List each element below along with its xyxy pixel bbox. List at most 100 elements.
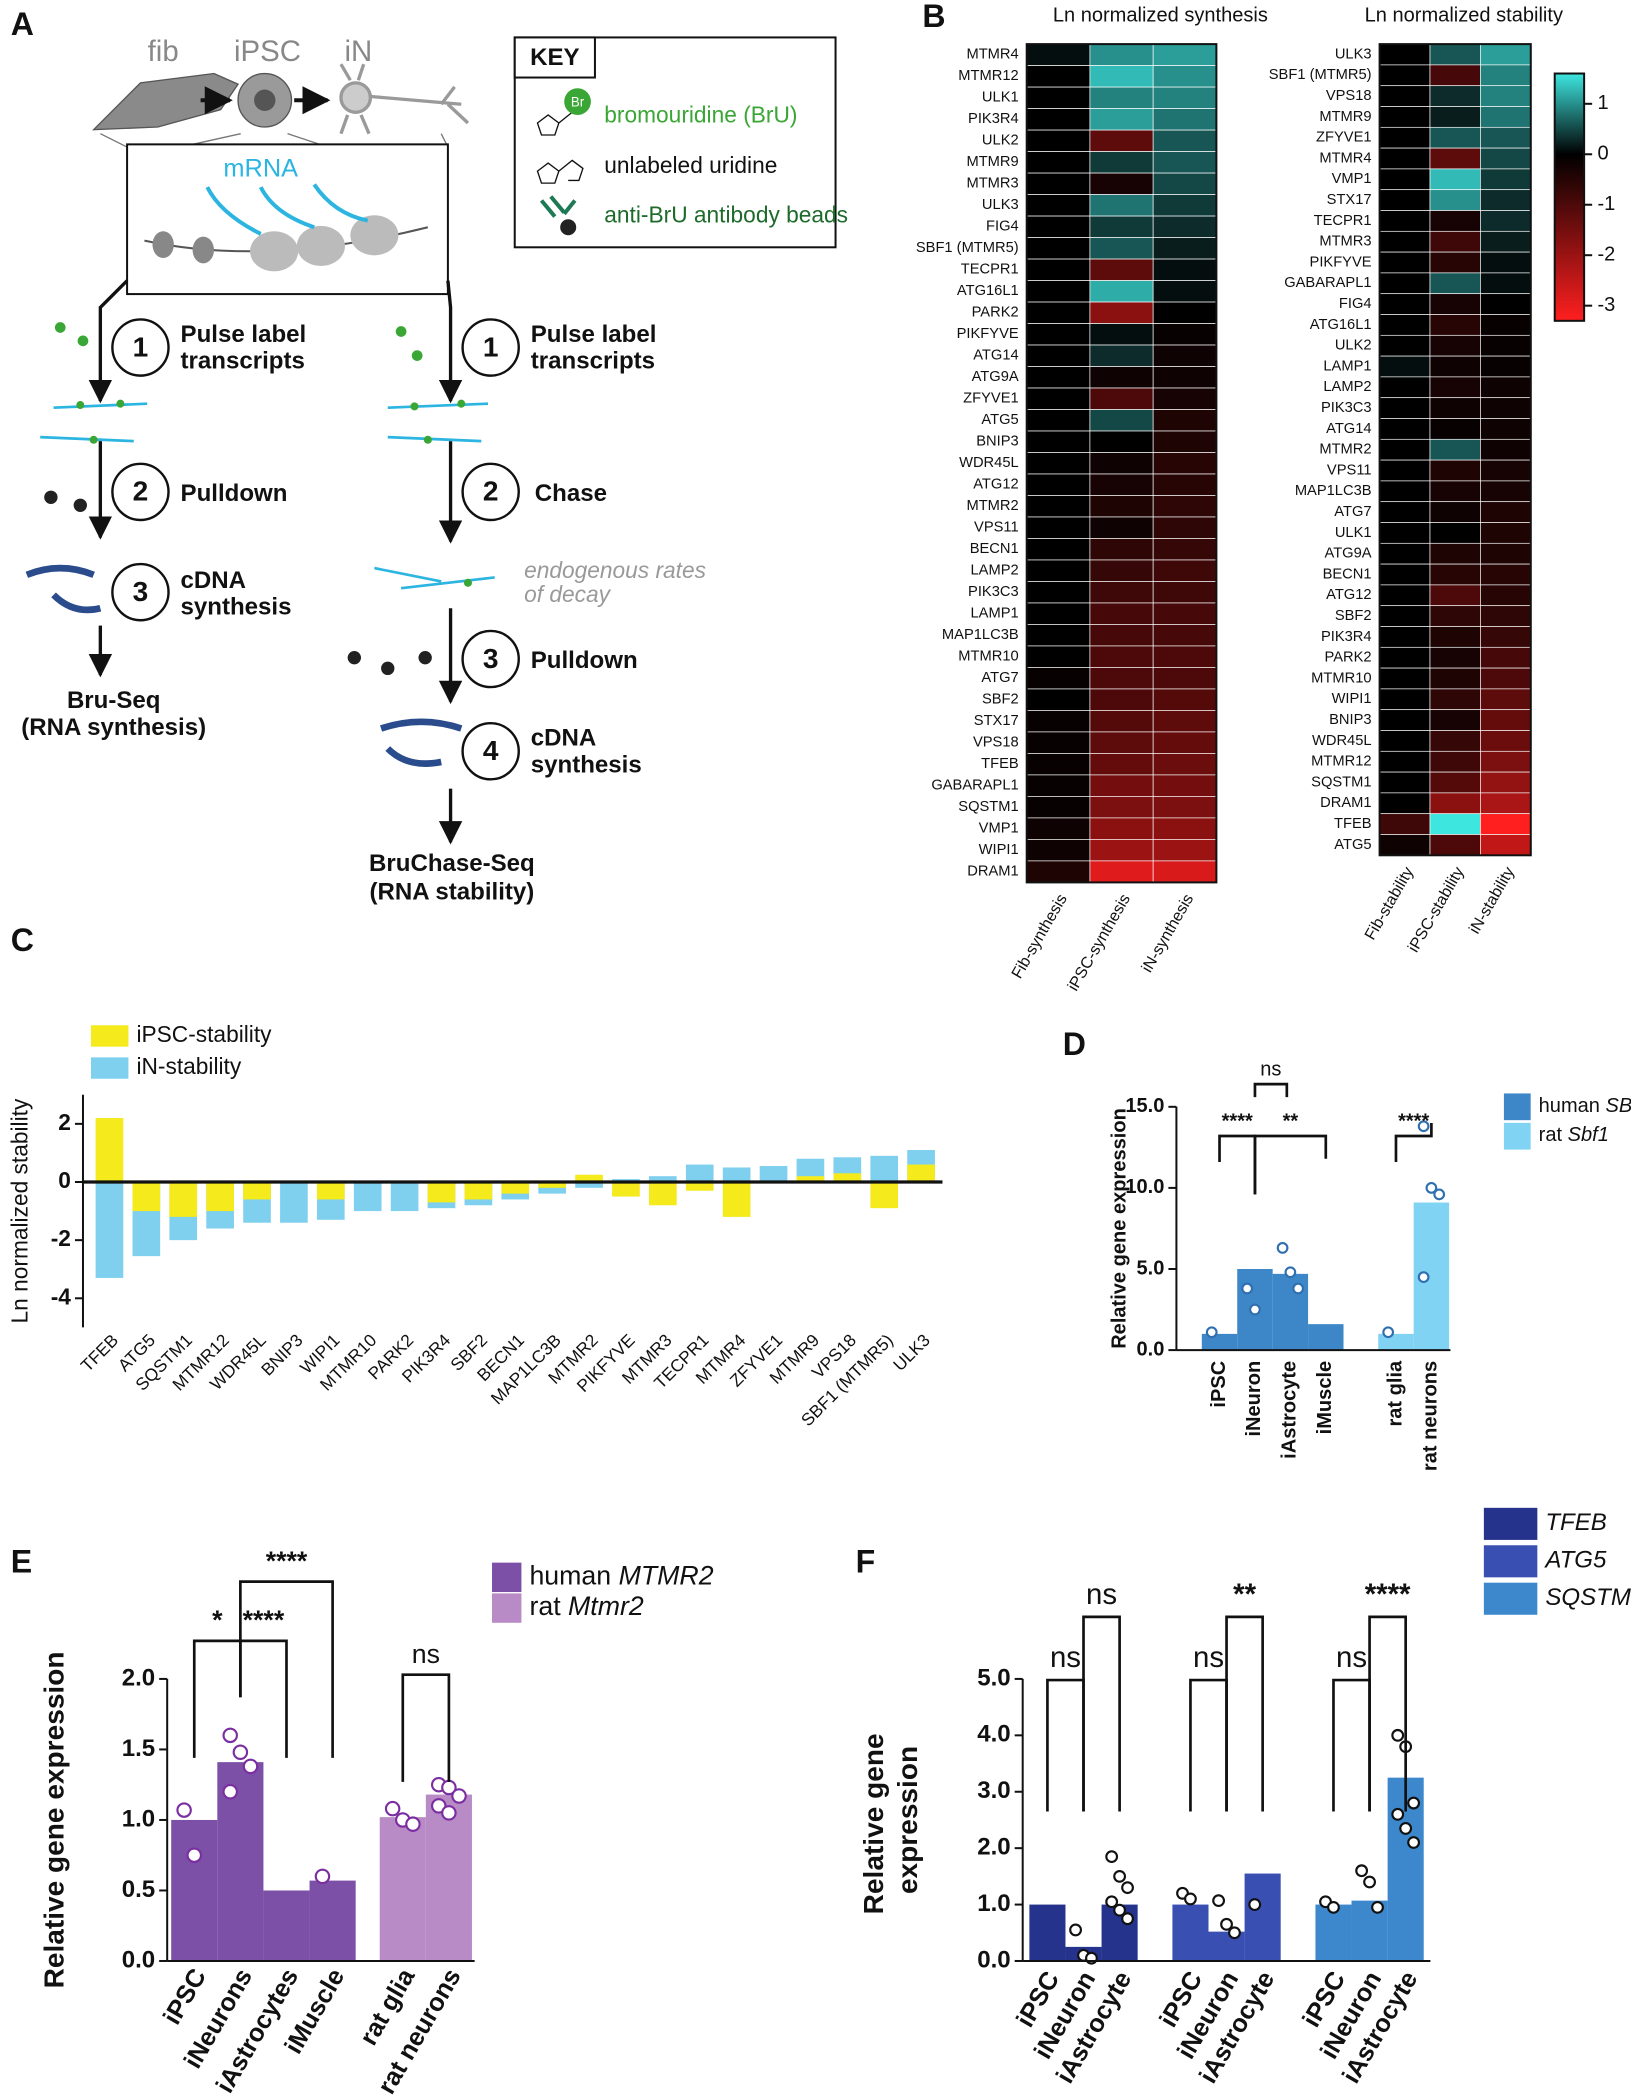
bar [1244, 1873, 1281, 1961]
uridine-icon [536, 159, 584, 184]
heatmap-cell [1026, 645, 1091, 668]
heatmap-cell [1379, 584, 1431, 607]
row-label: ULK2 [1335, 338, 1372, 354]
row-label: PIK3C3 [968, 584, 1019, 600]
legend-label: rat Mtmr2 [529, 1591, 643, 1621]
heatmap-cell [1026, 151, 1091, 174]
y-tick-label: 0.5 [122, 1876, 155, 1903]
heatmap-cell [1026, 581, 1091, 604]
heatmap-cell [1152, 65, 1217, 88]
heatmap-cell [1026, 559, 1091, 582]
heatmap-cell [1152, 559, 1217, 582]
heatmap-cell [1152, 86, 1217, 109]
legend-swatch [1503, 1122, 1531, 1150]
row-label: MTMR3 [1319, 234, 1371, 250]
row-label: ATG9A [1325, 546, 1372, 562]
heatmap-cell [1379, 730, 1431, 752]
heatmap-cell [1089, 860, 1154, 883]
bar [722, 1182, 751, 1217]
ribosomes [152, 215, 399, 272]
row-label: LAMP2 [971, 563, 1019, 579]
data-point [1249, 1303, 1261, 1316]
data-point [1433, 1188, 1446, 1201]
y-tick-label: 5.0 [977, 1664, 1010, 1691]
row-label: MTMR2 [1319, 442, 1371, 458]
heatmap-frame [1025, 43, 1218, 884]
heatmap-cell [1026, 258, 1091, 281]
significance-bracket [240, 1639, 288, 1758]
significance-label: * [212, 1605, 223, 1635]
heatmap-cell [1429, 605, 1481, 627]
heatmap-cell [1379, 147, 1431, 170]
heatmap-cell [1089, 839, 1154, 862]
heatmap-cell [1152, 839, 1217, 862]
data-point [1363, 1875, 1376, 1889]
heatmap-cell [1026, 753, 1091, 776]
significance-bracket [401, 1673, 451, 1782]
neuron [339, 63, 470, 135]
bar [1378, 1333, 1414, 1351]
row-label: SBF2 [1335, 608, 1372, 624]
x-tick-label: iPSC [1208, 1361, 1230, 1408]
data-point [1425, 1182, 1438, 1194]
bar [95, 1182, 124, 1278]
row-label: ULK1 [982, 90, 1019, 106]
heatmap-cell [1152, 452, 1217, 475]
data-point [1069, 1923, 1082, 1937]
result-text: Bru-Seq [67, 687, 161, 714]
bar [309, 1880, 356, 1961]
heatmap-cell [1379, 605, 1431, 627]
bar [1201, 1333, 1238, 1351]
bar [759, 1166, 788, 1183]
step-text: synthesis [531, 751, 642, 778]
bar [870, 1182, 899, 1209]
heatmap-cell [1429, 626, 1481, 648]
row-label: ATG14 [973, 348, 1018, 364]
heatmap-cell [1429, 459, 1481, 482]
data-point [1382, 1326, 1395, 1339]
row-label: MTMR4 [1319, 150, 1371, 166]
heatmap-cell [1089, 409, 1154, 432]
heatmap-cell [1089, 602, 1154, 625]
bar [206, 1182, 234, 1212]
heatmap-cell [1152, 602, 1217, 625]
heatmap-cell [1480, 563, 1532, 586]
heatmap-cell [1480, 605, 1532, 627]
heatmap-cell [1480, 438, 1532, 461]
row-label: VMP1 [979, 821, 1019, 837]
heatmap-title: Ln normalized synthesis [1053, 4, 1268, 26]
row-label: SBF2 [982, 692, 1019, 708]
y-tick-label: 2.0 [122, 1664, 155, 1691]
heatmap-cell [1480, 750, 1532, 773]
row-label: VPS18 [1326, 88, 1372, 104]
heatmap-cell [1480, 834, 1532, 856]
bar [263, 1890, 310, 1961]
row-label: PARK2 [972, 305, 1019, 321]
heatmap-title: Ln normalized stability [1365, 4, 1563, 26]
heatmap-cell [1152, 796, 1217, 819]
significance-bracket [1189, 1678, 1228, 1812]
data-point [1417, 1271, 1430, 1283]
heatmap-cell [1379, 334, 1431, 357]
significance-label: ns [1193, 1641, 1224, 1674]
heatmap-cell [1379, 397, 1431, 419]
heatmap-cell [1152, 172, 1217, 195]
heatmap-cell [1379, 355, 1431, 378]
heatmap-cell [1480, 147, 1532, 170]
heatmap-cell [1429, 251, 1481, 274]
heatmap-cell [1026, 667, 1091, 690]
y-tick-label: 0.0 [1137, 1338, 1165, 1360]
heatmap-cell [1089, 323, 1154, 346]
significance-bracket [1253, 1082, 1289, 1098]
x-tick-label: iAstrocyte [1279, 1361, 1301, 1459]
row-label: SQSTM1 [1311, 774, 1371, 790]
step-number: 1 [133, 331, 149, 362]
row-label: GABARAPL1 [1284, 275, 1371, 291]
panel-letter: B [922, 0, 945, 34]
row-label: PIK3C3 [1321, 400, 1372, 416]
row-label: WIPI1 [979, 842, 1019, 858]
y-tick-label: 0.0 [977, 1946, 1010, 1973]
bar [649, 1182, 677, 1206]
heatmap-cell [1152, 731, 1217, 754]
row-label: STX17 [974, 713, 1019, 729]
